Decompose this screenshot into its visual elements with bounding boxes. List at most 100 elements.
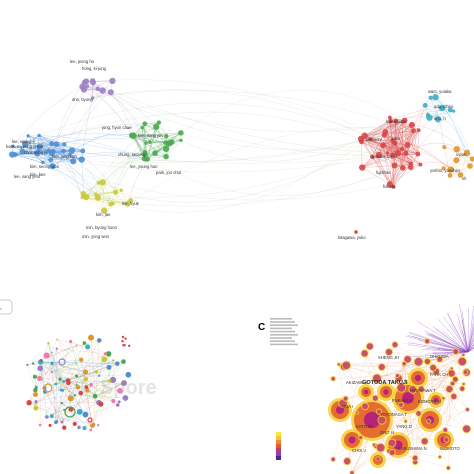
- keyword-link: [48, 343, 57, 422]
- keyword-node: [121, 380, 127, 387]
- coauthor-link: [387, 153, 403, 169]
- keyword-node: [62, 379, 66, 383]
- coauthor-link: [39, 135, 83, 151]
- keyword-node: [50, 351, 53, 354]
- cross-cluster-link: [180, 89, 412, 134]
- keyword-node: [96, 338, 102, 343]
- author-label: choi, sung ju: [24, 150, 48, 155]
- author-citation-node: [372, 395, 378, 401]
- citation-link: [433, 351, 469, 354]
- header-text-line: [270, 321, 295, 323]
- author-node: [95, 86, 101, 92]
- keyword-node: [26, 400, 32, 406]
- author-node: [48, 157, 54, 163]
- author-citation-node: [402, 361, 406, 366]
- author-label: lee, seung-il: [12, 139, 35, 144]
- author-node: [162, 145, 170, 153]
- citation-link: [443, 316, 469, 353]
- coauthor-link: [144, 142, 166, 153]
- cross-cluster-link: [110, 92, 145, 159]
- author-node: [164, 133, 169, 139]
- author-node: [152, 150, 158, 157]
- author-node: [144, 141, 148, 145]
- cross-cluster-link: [50, 159, 98, 198]
- keyword-node: [89, 382, 93, 387]
- keyword-node: [61, 389, 65, 392]
- keyword-link: [57, 339, 88, 348]
- coauthor-link: [154, 135, 167, 154]
- keyword-link: [51, 371, 100, 376]
- keyword-node: [111, 398, 116, 404]
- cross-cluster-link: [97, 152, 145, 198]
- citation-link: [467, 336, 474, 353]
- citation-link: [345, 351, 390, 399]
- author-node: [408, 121, 415, 128]
- author-citation-node: [392, 342, 398, 348]
- coauthor-link: [97, 197, 131, 201]
- citation-link: [333, 370, 451, 379]
- coauthor-link: [382, 145, 411, 168]
- keyword-node: [106, 364, 112, 370]
- coauthor-link: [362, 167, 390, 185]
- keyword-link: [46, 355, 118, 406]
- author-citation-node: [376, 457, 380, 461]
- keyword-link: [70, 341, 118, 364]
- author-citation-label: SHENG JH: [378, 355, 399, 360]
- cross-cluster-link: [102, 90, 147, 144]
- author-node: [50, 148, 56, 154]
- author-label: hong, ki-jung: [82, 66, 107, 71]
- author-citation-node-core: [335, 405, 345, 415]
- author-node: [153, 123, 160, 130]
- keyword-node: [38, 423, 42, 427]
- keyword-node: [125, 371, 132, 378]
- keyword-link: [81, 359, 93, 426]
- keyword-node: [75, 384, 81, 390]
- keyword-link: [60, 371, 97, 391]
- citation-link: [455, 351, 463, 389]
- author-citation-node: [463, 370, 468, 374]
- author-citation-node: [446, 385, 453, 393]
- coauthor-link: [460, 152, 468, 176]
- coauthor-link: [39, 146, 74, 162]
- panel-c-header-text: [270, 318, 298, 346]
- coauthor-link: [370, 120, 391, 140]
- author-node: [19, 148, 26, 155]
- cross-cluster-link: [102, 90, 151, 143]
- cross-cluster-link: [364, 108, 443, 136]
- coauthor-nodes: [8, 77, 474, 234]
- author-node: [70, 158, 77, 165]
- citation-link: [388, 351, 463, 362]
- keyword-node: [43, 352, 50, 359]
- coauthor-link: [158, 122, 167, 137]
- keyword-link: [55, 340, 100, 423]
- author-node: [90, 96, 95, 100]
- keyword-hub-node: [64, 406, 76, 418]
- author-citation-label: HIRASAWA T: [410, 388, 436, 393]
- author-citation-label: FUKAMI N: [392, 398, 412, 403]
- author-node: [422, 102, 428, 108]
- coauthor-link: [92, 92, 111, 99]
- author-node: [410, 128, 417, 134]
- keyword-link: [39, 361, 42, 426]
- keyword-node: [121, 335, 125, 339]
- keyword-link: [48, 343, 86, 380]
- keyword-link: [90, 360, 114, 430]
- cross-cluster-link: [42, 162, 390, 201]
- keyword-node: [72, 421, 77, 426]
- keyword-node: [85, 388, 90, 393]
- coauthor-link: [83, 80, 113, 90]
- author-citation-node: [430, 364, 437, 371]
- coauthor-link: [394, 120, 405, 144]
- cross-cluster-link: [110, 152, 145, 205]
- author-citation-node: [359, 436, 363, 440]
- keyword-link: [48, 343, 63, 391]
- coauthor-link: [370, 138, 395, 166]
- author-citation-node: [397, 383, 406, 392]
- author-node: [404, 142, 411, 149]
- citation-link: [432, 367, 467, 430]
- author-node: [113, 189, 119, 195]
- author-citation-node: [378, 416, 386, 424]
- author-label: takeuchi: [366, 137, 382, 142]
- keyword-link: [34, 353, 109, 377]
